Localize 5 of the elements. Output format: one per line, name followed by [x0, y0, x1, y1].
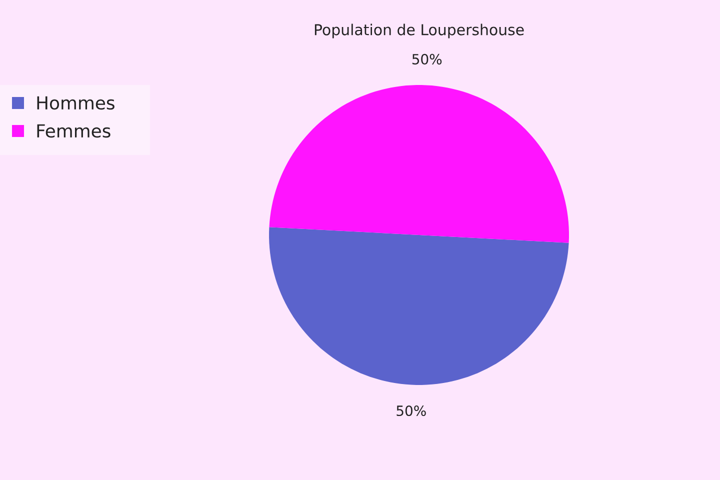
chart-title: Population de Loupershouse [314, 24, 524, 38]
legend-label: Hommes [37, 96, 114, 110]
data-label: 50% [412, 54, 442, 64]
data-label: 50% [396, 405, 426, 416]
legend-label: Femmes [37, 124, 110, 138]
